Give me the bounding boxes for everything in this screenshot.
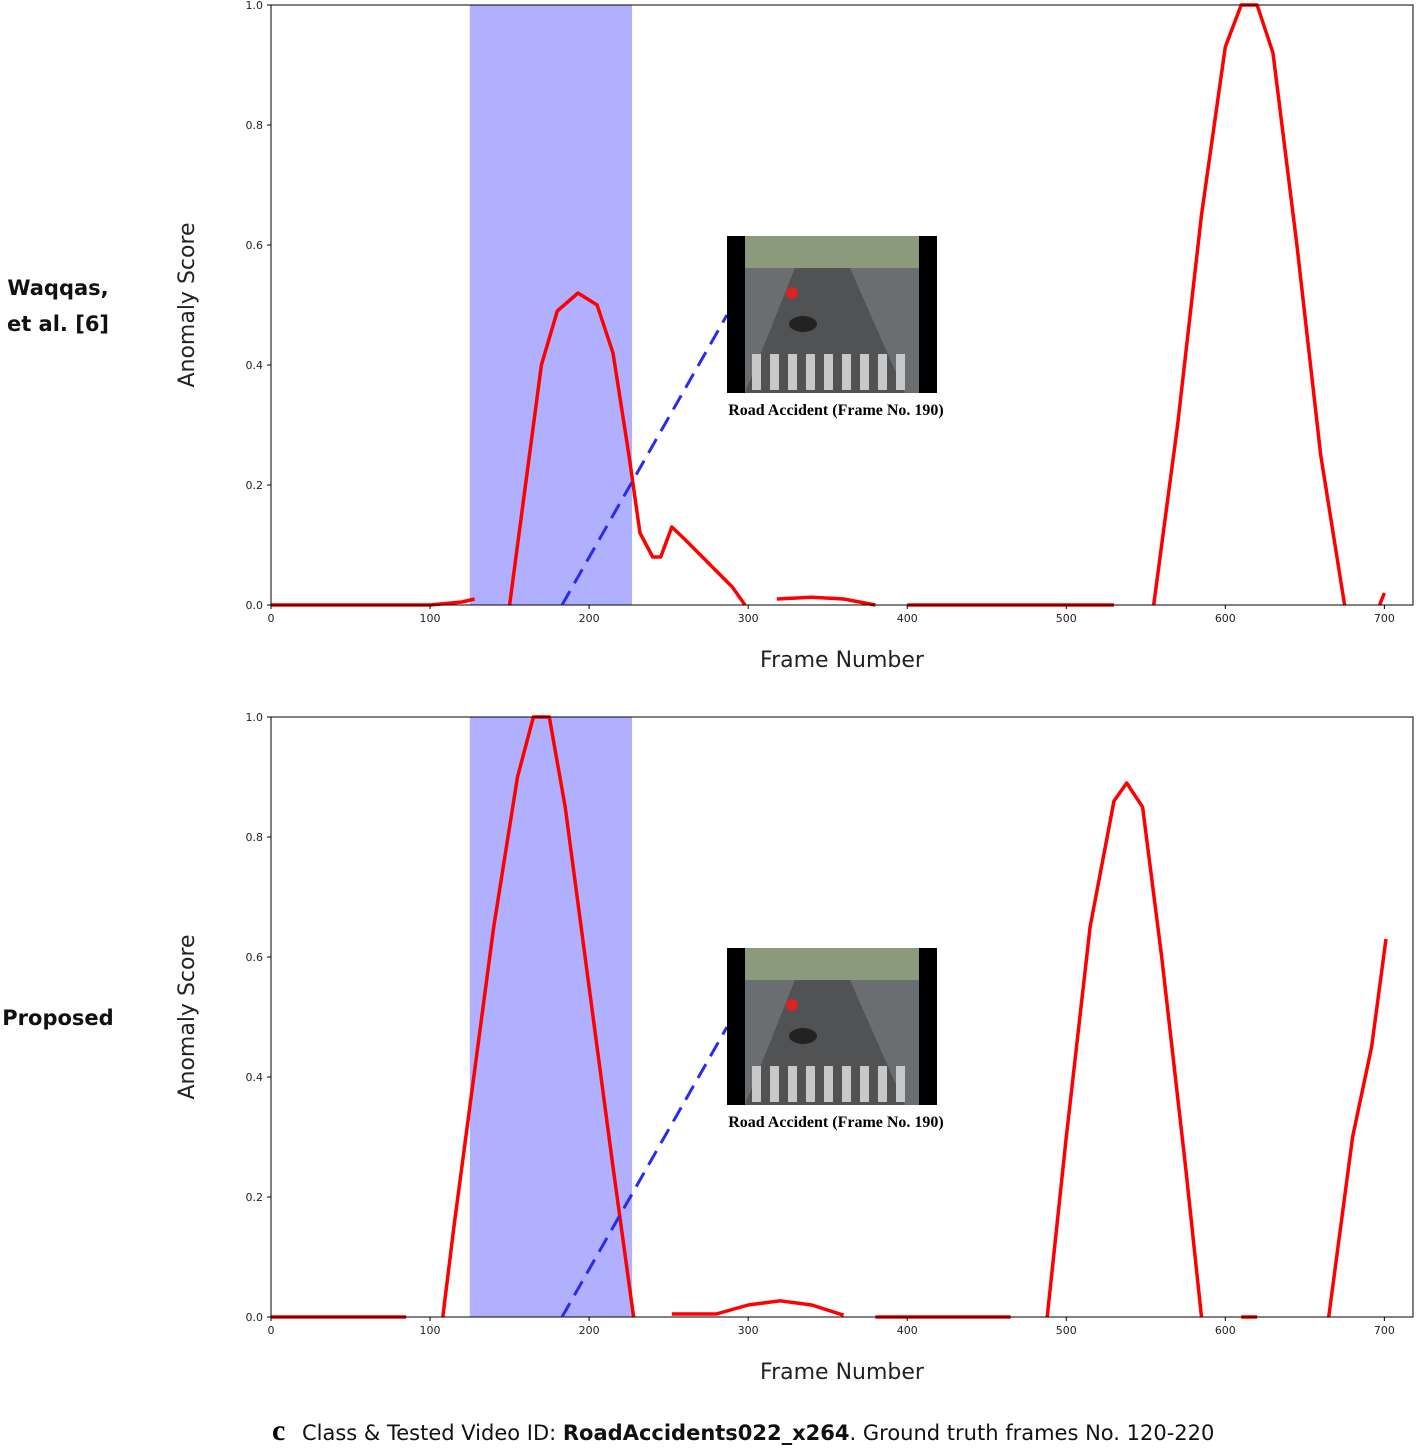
inset-crosswalk — [896, 354, 905, 390]
x-axis-label: Frame Number — [760, 1360, 925, 1385]
x-axis-label: Frame Number — [760, 648, 925, 673]
x-tick-label: 100 — [420, 612, 441, 625]
inset-crosswalk — [770, 354, 779, 390]
inset-crosswalk — [860, 354, 869, 390]
inset-crosswalk — [806, 1066, 815, 1102]
panel-letter: c — [272, 1414, 285, 1447]
x-tick-label: 100 — [420, 1324, 441, 1337]
inset-crosswalk — [806, 354, 815, 390]
inset-image — [727, 236, 937, 393]
inset-car — [786, 287, 798, 299]
x-tick-label: 300 — [738, 1324, 759, 1337]
x-tick-label: 400 — [897, 612, 918, 625]
inset-crosswalk — [878, 354, 887, 390]
footer-video-id: RoadAccidents022_x264 — [563, 1421, 850, 1445]
inset-caption: Road Accident (Frame No. 190) — [728, 402, 944, 419]
inset-crosswalk — [842, 1066, 851, 1102]
x-tick-label: 600 — [1215, 1324, 1236, 1337]
x-tick-label: 700 — [1374, 612, 1395, 625]
y-tick-label: 0.4 — [246, 1071, 264, 1084]
y-tick-label: 0.8 — [246, 831, 264, 844]
inset-crosswalk — [878, 1066, 887, 1102]
axes-frame — [270, 4, 1414, 606]
y-tick-label: 0.0 — [246, 1311, 264, 1324]
inset-crosswalk — [788, 1066, 797, 1102]
y-tick-label: 0.6 — [246, 239, 264, 252]
y-tick-label: 1.0 — [246, 711, 264, 724]
inset-crosswalk — [824, 354, 833, 390]
x-tick-label: 0 — [268, 1324, 275, 1337]
x-tick-label: 300 — [738, 612, 759, 625]
x-tick-label: 400 — [897, 1324, 918, 1337]
row-label: Proposed — [2, 1006, 113, 1030]
row-label: et al. [6] — [7, 312, 109, 336]
inset-crosswalk — [770, 1066, 779, 1102]
inset-crosswalk — [896, 1066, 905, 1102]
inset-car-dark — [789, 316, 817, 332]
x-tick-label: 200 — [579, 612, 600, 625]
inset-car — [786, 999, 798, 1011]
inset-crosswalk — [842, 354, 851, 390]
inset-crosswalk — [788, 354, 797, 390]
x-tick-label: 200 — [579, 1324, 600, 1337]
pointer-line — [560, 1026, 729, 1318]
inset-car-dark — [789, 1028, 817, 1044]
inset-image — [727, 948, 937, 1105]
ground-truth-span — [469, 5, 633, 605]
axes-frame — [270, 716, 1414, 1318]
inset-caption: Road Accident (Frame No. 190) — [728, 1114, 944, 1131]
inset-sky — [745, 236, 919, 268]
inset-sky — [745, 948, 919, 980]
inset-crosswalk — [860, 1066, 869, 1102]
x-tick-label: 500 — [1056, 612, 1077, 625]
y-tick-label: 1.0 — [246, 0, 264, 12]
y-tick-label: 0.8 — [246, 119, 264, 132]
inset-crosswalk — [824, 1066, 833, 1102]
x-tick-label: 700 — [1374, 1324, 1395, 1337]
row-label: Waqqas, — [7, 276, 108, 300]
y-tick-label: 0.0 — [246, 599, 264, 612]
y-tick-label: 0.6 — [246, 951, 264, 964]
footer-suffix: . Ground truth frames No. 120-220 — [850, 1421, 1215, 1445]
x-tick-label: 500 — [1056, 1324, 1077, 1337]
x-tick-label: 600 — [1215, 612, 1236, 625]
inset-crosswalk — [752, 1066, 761, 1102]
x-tick-label: 0 — [268, 612, 275, 625]
y-tick-label: 0.4 — [246, 359, 264, 372]
y-tick-label: 0.2 — [246, 479, 264, 492]
inset-crosswalk — [752, 354, 761, 390]
y-tick-label: 0.2 — [246, 1191, 264, 1204]
ground-truth-span — [469, 717, 633, 1317]
footer-caption: Class & Tested Video ID: RoadAccidents02… — [302, 1421, 1214, 1445]
footer-prefix: Class & Tested Video ID: — [302, 1421, 563, 1445]
pointer-line — [560, 314, 729, 606]
y-axis-label: Anomaly Score — [175, 934, 200, 1099]
y-axis-label: Anomaly Score — [175, 222, 200, 387]
